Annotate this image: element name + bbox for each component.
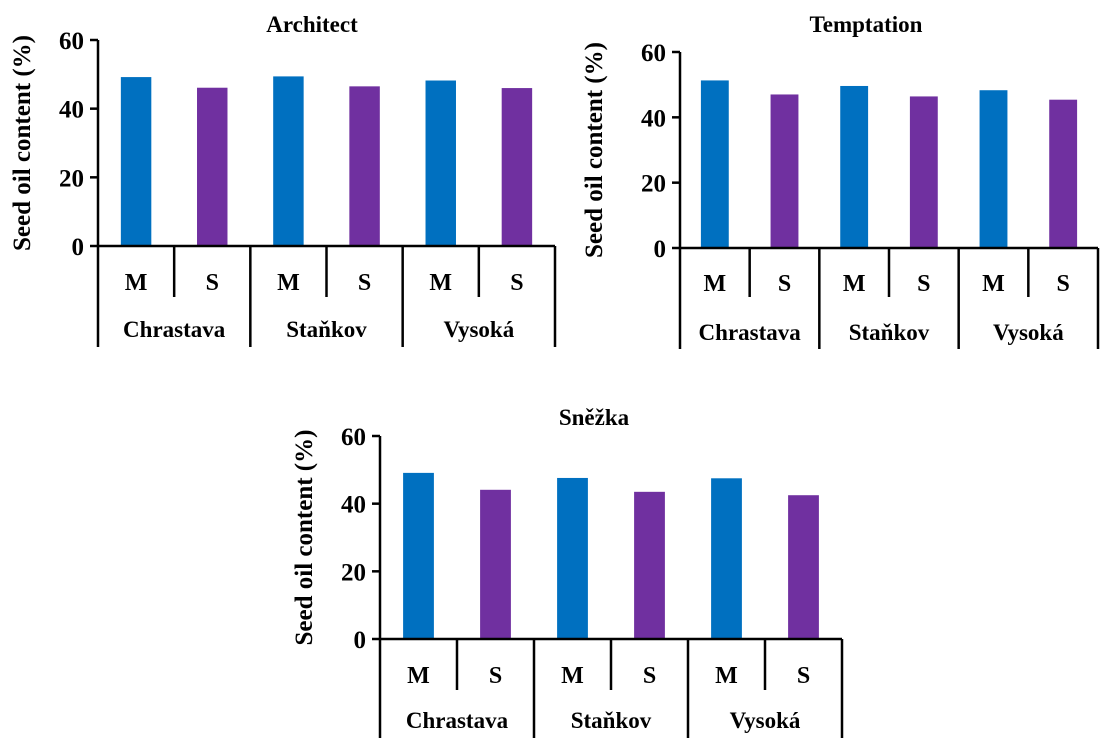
y-tick-label: 60	[59, 28, 84, 55]
x-category-label: M	[715, 663, 738, 689]
bar-m	[120, 77, 152, 246]
bar-s	[1049, 99, 1078, 249]
bar-m	[979, 90, 1008, 248]
x-category-label: S	[510, 270, 523, 296]
y-axis-label: Seed oil content (%)	[9, 35, 36, 251]
chart-title: Sněžka	[559, 405, 630, 430]
bar-m	[700, 80, 729, 248]
y-tick-label: 20	[341, 559, 366, 586]
bar-s	[909, 96, 938, 248]
x-category-label: S	[358, 270, 371, 296]
x-category-label: M	[982, 271, 1005, 297]
x-category-label: M	[277, 270, 300, 296]
x-category-label: M	[704, 271, 727, 297]
y-axis-label: Seed oil content (%)	[581, 42, 608, 258]
bar-s	[770, 94, 799, 248]
bar-s	[197, 87, 228, 247]
bar-s	[501, 88, 533, 246]
bar-m	[273, 76, 304, 246]
x-category-label: S	[643, 663, 656, 689]
bar-m	[840, 85, 869, 249]
x-group-label: Chrastava	[406, 708, 509, 733]
y-tick-label: 20	[641, 171, 666, 198]
x-category-label: S	[917, 271, 930, 297]
bar-m	[557, 477, 588, 639]
x-category-label: M	[407, 663, 430, 689]
x-group-label: Staňkov	[286, 317, 367, 342]
x-category-label: S	[797, 663, 810, 689]
chart-panel-temptation: Temptation Seed oil content (%) 0 20 40 60 M S M…	[581, 12, 1100, 349]
bar-m	[425, 80, 456, 246]
y-tick-label: 0	[72, 234, 85, 261]
x-group-label: Chrastava	[699, 320, 802, 345]
x-category-label: M	[843, 271, 866, 297]
chart-title: Temptation	[810, 12, 923, 37]
x-category-label: M	[125, 270, 148, 296]
x-category-label: S	[206, 270, 219, 296]
y-tick-label: 20	[59, 165, 84, 192]
bar-s	[480, 489, 511, 639]
y-tick-label: 60	[341, 424, 366, 451]
x-category-label: S	[778, 271, 791, 297]
x-group-label: Vysoká	[993, 320, 1064, 345]
x-category-label: S	[489, 663, 502, 689]
x-category-label: M	[561, 663, 584, 689]
y-tick-label: 60	[641, 40, 666, 67]
x-group-label: Vysoká	[443, 317, 514, 342]
bar-m	[403, 472, 434, 639]
x-category-label: S	[1056, 271, 1069, 297]
x-group-label: Staňkov	[571, 708, 652, 733]
x-group-label: Staňkov	[849, 320, 930, 345]
x-group-label: Vysoká	[730, 708, 801, 733]
bar-s	[788, 495, 819, 639]
chart-title: Architect	[266, 12, 358, 37]
bar-m	[711, 478, 742, 639]
bar-s	[634, 491, 665, 639]
bar-s	[349, 86, 380, 246]
y-tick-label: 0	[654, 236, 667, 263]
y-axis-label: Seed oil content (%)	[291, 430, 318, 646]
x-group-label: Chrastava	[123, 317, 226, 342]
x-category-label: M	[429, 270, 452, 296]
y-tick-label: 40	[59, 97, 84, 124]
y-tick-label: 40	[641, 105, 666, 132]
y-tick-label: 40	[341, 492, 366, 519]
y-tick-label: 0	[354, 627, 367, 654]
